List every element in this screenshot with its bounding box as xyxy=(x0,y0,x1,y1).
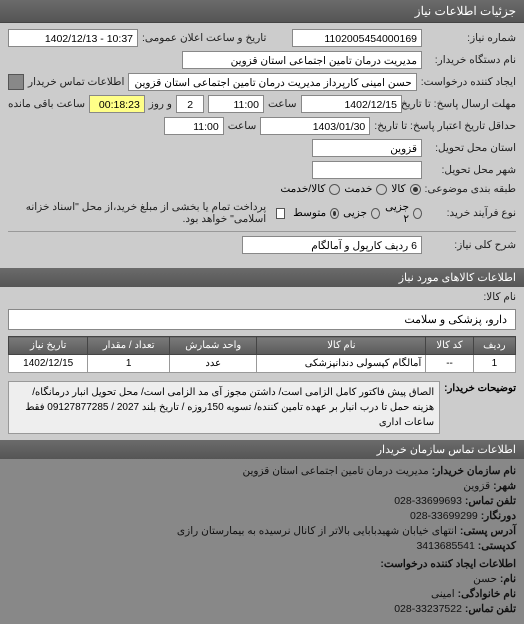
deadline-time-label: ساعت xyxy=(268,98,297,110)
deadline-send-label: مهلت ارسال پاسخ: تا تاریخ: xyxy=(406,98,516,110)
col-qty: تعداد / مقدار xyxy=(88,337,170,355)
class-radio-khadmat[interactable] xyxy=(376,184,387,195)
process-opt-1: جزیی xyxy=(343,207,367,219)
c-lname: امینی xyxy=(431,588,455,600)
city-label: شهر محل تحویل: xyxy=(426,164,516,176)
c-creator-title: اطلاعات ایجاد کننده درخواست: xyxy=(380,558,516,570)
class-opt-khadmat: خدمت xyxy=(344,183,372,195)
col-unit: واحد شمارش xyxy=(170,337,257,355)
c-fax: 028-33699299 xyxy=(410,510,478,522)
cell-row: 1 xyxy=(473,355,515,373)
summary-field: 6 ردیف کارپول و آمالگام xyxy=(242,236,422,254)
announce-value: 10:37 - 1402/12/13 xyxy=(8,29,138,47)
col-date: تاریخ نیاز xyxy=(9,337,88,355)
note-text: پرداخت تمام یا بخشی از مبلغ خرید،از محل … xyxy=(8,199,272,227)
cell-unit: عدد xyxy=(170,355,257,373)
buyer-org-field: مدیریت درمان تامین اجتماعی استان قزوین xyxy=(182,51,422,69)
table-row[interactable]: 1 -- آمالگام کپسولی دندانپزشکی عدد 1 140… xyxy=(9,355,516,373)
c-org-label: نام سازمان خریدار: xyxy=(432,465,516,477)
c-postal-label: کدپستی: xyxy=(478,540,516,552)
col-code: کد کالا xyxy=(426,337,473,355)
items-section-title: اطلاعات کالاهای مورد نیاز xyxy=(399,272,516,284)
c-address-label: آدرس پستی: xyxy=(460,525,516,537)
creator-label: ایجاد کننده درخواست: xyxy=(421,76,516,88)
deadline-date: 1402/12/15 xyxy=(301,95,402,113)
cell-date: 1402/12/15 xyxy=(9,355,88,373)
days-value: 2 xyxy=(176,95,204,113)
desc-text: الصاق پیش فاکتور کامل الزامی است/ داشتن … xyxy=(8,381,440,434)
req-number-field: 1102005454000169 xyxy=(292,29,422,47)
remaining-label: ساعت باقی مانده xyxy=(8,98,85,110)
class-radio-both[interactable] xyxy=(329,184,340,195)
process-opt-2: جزیی ۲ xyxy=(384,201,409,225)
c-postal: 3413685541 xyxy=(416,540,474,552)
days-label: و روز xyxy=(149,98,172,110)
c-fax-label: دورنگار: xyxy=(481,510,516,522)
panel-header: جزئیات اطلاعات نیاز xyxy=(0,0,524,23)
col-row: ردیف xyxy=(473,337,515,355)
validity-date: 1403/01/30 xyxy=(260,117,370,135)
cell-code: -- xyxy=(426,355,473,373)
class-radio-kala[interactable] xyxy=(410,184,421,195)
process-radio-2[interactable] xyxy=(330,208,339,219)
cell-name: آمالگام کپسولی دندانپزشکی xyxy=(257,355,426,373)
c-phone-label: تلفن تماس: xyxy=(465,495,516,507)
contact-info-icon[interactable] xyxy=(8,74,24,90)
class-label: طبقه بندی موضوعی: xyxy=(425,183,516,195)
category-label: نام کالا: xyxy=(483,291,516,303)
c-address: انتهای خیابان شهیدبابایی بالاتر از کانال… xyxy=(177,525,457,537)
contact-header: اطلاعات تماس سازمان خریدار xyxy=(0,440,524,459)
class-opt-both: کالا/خدمت xyxy=(280,183,325,195)
table-header-row: ردیف کد کالا نام کالا واحد شمارش تعداد /… xyxy=(9,337,516,355)
validity-time-label: ساعت xyxy=(228,120,257,132)
c-lname-label: نام خانوادگی: xyxy=(458,588,516,600)
c-name: حسن xyxy=(473,573,497,585)
contact-title: اطلاعات تماس سازمان خریدار xyxy=(377,444,516,456)
process-label: نوع فرآیند خرید: xyxy=(426,207,516,219)
buyer-org-label: نام دستگاه خریدار: xyxy=(426,54,516,66)
contact-section: نام سازمان خریدار: مدیریت درمان تامین اج… xyxy=(0,459,524,624)
items-section-header: اطلاعات کالاهای مورد نیاز xyxy=(0,268,524,287)
announce-label: تاریخ و ساعت اعلان عمومی: xyxy=(142,32,266,44)
req-number-label: شماره نیاز: xyxy=(426,32,516,44)
province-label: استان محل تحویل: xyxy=(426,142,516,154)
cell-qty: 1 xyxy=(88,355,170,373)
c-name-label: نام: xyxy=(500,573,516,585)
validity-time: 11:00 xyxy=(164,117,224,135)
c-cphone: 028-33237522 xyxy=(394,603,462,615)
province-field: قزوین xyxy=(312,139,422,157)
class-opt-kala: کالا xyxy=(391,183,405,195)
panel-title: جزئیات اطلاعات نیاز xyxy=(415,4,516,18)
deadline-time: 11:00 xyxy=(208,95,264,113)
process-radio-1[interactable] xyxy=(371,208,380,219)
c-city: قزوین xyxy=(463,480,490,492)
remaining-time: 00:18:23 xyxy=(89,95,145,113)
c-cphone-label: تلفن تماس: xyxy=(465,603,516,615)
items-table: ردیف کد کالا نام کالا واحد شمارش تعداد /… xyxy=(8,336,516,373)
process-radio-0[interactable] xyxy=(413,208,422,219)
note-checkbox[interactable] xyxy=(276,208,285,219)
city-field xyxy=(312,161,422,179)
col-name: نام کالا xyxy=(257,337,426,355)
creator-field: حسن امینی کارپرداز مدیریت درمان تامین اج… xyxy=(128,73,416,91)
c-phone: 028-33699693 xyxy=(394,495,462,507)
c-org: مدیریت درمان تامین اجتماعی استان قزوین xyxy=(242,465,428,477)
category-value: دارو، پزشکی و سلامت xyxy=(8,309,516,330)
validity-label: حداقل تاریخ اعتبار پاسخ: تا تاریخ: xyxy=(374,120,516,132)
summary-label: شرح کلی نیاز: xyxy=(426,239,516,251)
desc-label: توضیحات خریدار: xyxy=(440,381,516,434)
process-opt-0: متوسط xyxy=(293,207,326,219)
c-city-label: شهر: xyxy=(493,480,516,492)
contact-info-label: اطلاعات تماس خریدار xyxy=(28,76,124,88)
